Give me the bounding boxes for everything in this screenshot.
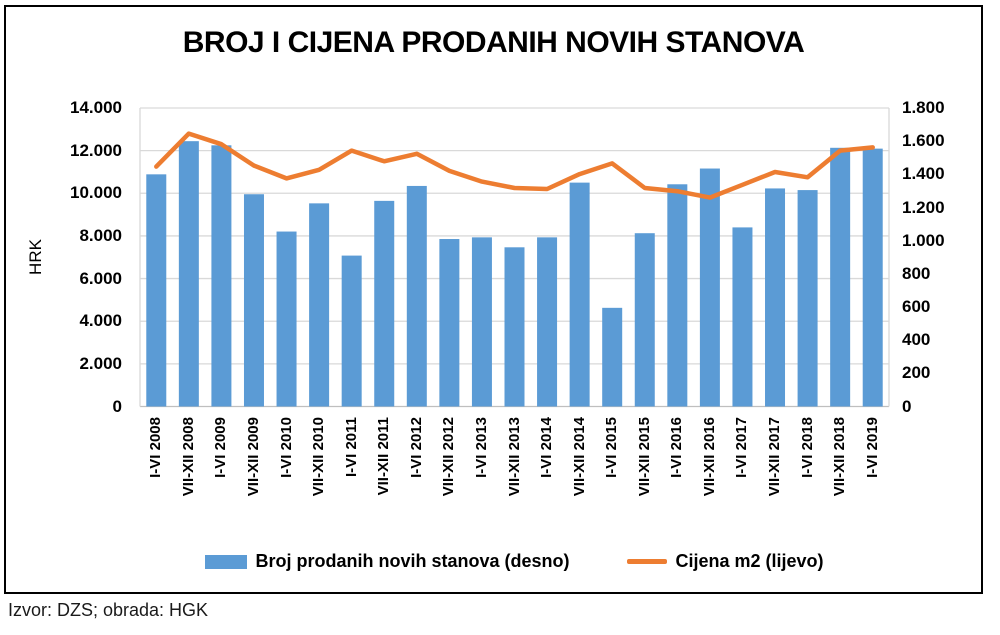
x-axis-category-label: VII-XII 2016 <box>700 417 718 497</box>
x-axis-category-label: I-VI 2016 <box>668 417 686 478</box>
legend: Broj prodanih novih stanova (desno) Cije… <box>140 551 889 572</box>
x-axis-category-label: I-VI 2011 <box>342 417 360 478</box>
chart-title: BROJ I CIJENA PRODANIH NOVIH STANOVA <box>182 26 805 59</box>
x-axis-category-label: VII-XII 2017 <box>766 417 784 497</box>
x-axis-category-label: VII-XII 2013 <box>505 417 523 497</box>
left-axis-tick-label: 12.000 <box>70 140 122 160</box>
left-axis-tick-label: 14.000 <box>70 98 122 117</box>
right-axis-tick-label: 1.600 <box>902 131 945 151</box>
line-series-label: Cijena m2 (lijevo) <box>675 551 824 571</box>
x-axis-category-label: VII-XII 2010 <box>310 417 328 497</box>
x-axis-category-label: I-VI 2018 <box>798 417 816 478</box>
x-axis-category-label: VII-XII 2008 <box>179 417 197 497</box>
x-axis-category-label: I-VI 2015 <box>603 417 621 478</box>
bar-series-swatch <box>205 554 248 569</box>
line-series-swatch <box>627 559 668 564</box>
x-axis-category-label: I-VI 2019 <box>863 417 881 478</box>
x-axis-category-label: I-VI 2014 <box>538 417 556 478</box>
left-axis-tick-label: 10.000 <box>70 183 122 203</box>
right-axis-tick-label: 0 <box>902 396 912 416</box>
x-axis-category-label: VII-XII 2012 <box>440 417 458 497</box>
right-axis-tick-label: 800 <box>902 263 931 283</box>
x-axis-category-label: VII-XII 2011 <box>375 417 393 496</box>
x-axis-category-label: I-VI 2013 <box>472 417 490 478</box>
left-axis-title: HRK <box>26 239 45 275</box>
x-axis-category-label: VII-XII 2015 <box>635 417 653 497</box>
x-axis-category-label: VII-XII 2018 <box>831 417 849 497</box>
x-axis-category-label: I-VI 2009 <box>212 417 230 478</box>
left-axis-tick-label: 6.000 <box>79 268 122 288</box>
right-axis-tick-label: 1.800 <box>902 98 945 117</box>
legend-item-line: Cijena m2 (lijevo) <box>627 551 824 572</box>
left-axis-tick-label: 4.000 <box>79 311 122 331</box>
right-axis-tick-label: 600 <box>902 297 931 316</box>
x-axis-category-label: I-VI 2012 <box>407 417 425 478</box>
left-axis-tick-label: 8.000 <box>79 225 122 245</box>
right-axis-tick-label: 400 <box>902 330 931 350</box>
left-axis-tick-label: 0 <box>112 396 122 416</box>
x-axis-category-label: I-VI 2017 <box>733 417 751 478</box>
chart-frame <box>4 5 983 594</box>
x-axis-category-label: I-VI 2010 <box>277 417 295 478</box>
right-axis-tick-label: 200 <box>902 363 931 383</box>
left-axis-tick-label: 2.000 <box>79 353 122 373</box>
right-axis-tick-label: 1.400 <box>902 164 945 184</box>
x-axis-category-label: I-VI 2008 <box>147 417 165 478</box>
source-note: Izvor: DZS; obrada: HGK <box>8 600 209 620</box>
x-axis-category-label: VII-XII 2009 <box>244 417 262 497</box>
legend-item-bars: Broj prodanih novih stanova (desno) <box>205 551 569 572</box>
x-axis-category-label: VII-XII 2014 <box>570 417 588 497</box>
right-axis-tick-label: 1.000 <box>902 230 945 250</box>
right-axis-tick-label: 1.200 <box>902 197 945 217</box>
bar-series-label: Broj prodanih novih stanova (desno) <box>255 551 570 571</box>
